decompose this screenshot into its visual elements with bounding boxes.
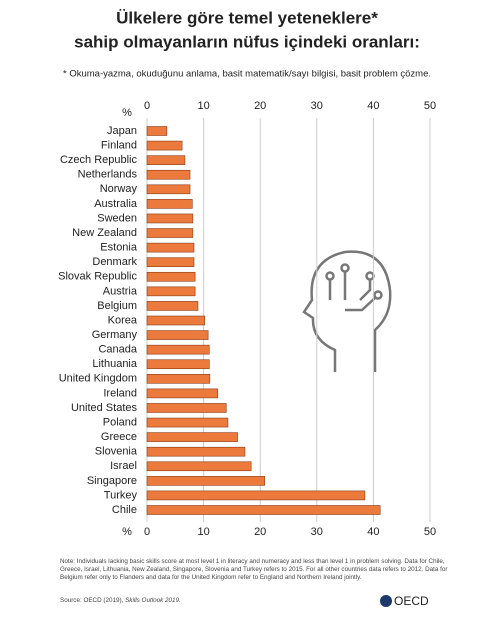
bar [146, 228, 194, 238]
x-tick-label: 40 [367, 526, 379, 538]
y-tick-label: Slovenia [95, 446, 138, 458]
bar [146, 184, 191, 195]
x-tick-label: 0 [144, 100, 150, 112]
y-tick-label: Denmark [92, 256, 137, 268]
bar [146, 286, 196, 297]
bar [146, 461, 252, 472]
bar [146, 388, 219, 399]
x-tick-label: 0 [144, 526, 150, 538]
y-tick-label: Turkey [104, 489, 138, 501]
bar [146, 490, 366, 501]
source-title: Skills Outlook 2019. [125, 597, 181, 604]
y-tick-label: United States [71, 402, 138, 414]
x-tick-label: 40 [367, 100, 379, 112]
x-tick-label: 50 [424, 526, 436, 538]
bar [146, 476, 266, 486]
bar [146, 155, 186, 165]
bar [146, 301, 199, 311]
x-tick-label: 20 [254, 100, 266, 112]
bar [146, 403, 227, 413]
x-tick-label: 30 [311, 100, 323, 112]
y-tick-label: Singapore [87, 475, 137, 487]
bar [146, 315, 206, 326]
note: Note: Individuals lacking basic skills s… [60, 558, 448, 581]
bar [146, 169, 191, 180]
source: Source: OECD (2019), Skills Outlook 2019… [60, 597, 181, 604]
y-tick-label: New Zealand [72, 227, 137, 239]
y-tick-label: Israel [110, 460, 137, 472]
y-tick-label: Greece [101, 431, 137, 443]
x-tick-label: 10 [197, 526, 209, 538]
chart-title: sahip olmayanların nüfus içindeki oranla… [74, 32, 420, 51]
y-tick-label: Germany [92, 329, 138, 341]
bar [146, 140, 183, 151]
bar [146, 126, 168, 136]
y-tick-label: Belgium [97, 300, 137, 312]
y-tick-label: Finland [101, 139, 137, 151]
x-tick-label: 20 [254, 526, 266, 538]
y-tick-label: Korea [108, 314, 138, 326]
x-tick-label: 10 [197, 100, 209, 112]
y-tick-label: Netherlands [78, 169, 138, 181]
y-tick-label: Czech Republic [60, 154, 138, 166]
y-tick-label: Sweden [97, 212, 137, 224]
x-tick-label: 30 [311, 526, 323, 538]
y-tick-label: Australia [94, 198, 138, 210]
bar [146, 271, 196, 282]
y-tick-label: Slovak Republic [58, 271, 137, 283]
x-tick-label: 50 [424, 100, 436, 112]
y-tick-label: Norway [100, 183, 138, 195]
bar [146, 199, 193, 209]
bar [146, 344, 210, 355]
y-tick-label: United Kingdom [59, 373, 137, 385]
source-text: Source: OECD (2019), [60, 597, 124, 604]
logo: OECD [380, 594, 429, 608]
bar [146, 242, 195, 253]
y-tick-label: Estonia [100, 242, 138, 254]
bar [146, 359, 210, 370]
y-tick-label: Lithuania [92, 358, 138, 370]
bar [146, 432, 238, 442]
chart-title: Ülkelere göre temel yeteneklere* [116, 8, 378, 27]
logo-text: OECD [394, 594, 429, 608]
bar [146, 213, 194, 224]
y-tick-label: Chile [112, 504, 137, 516]
y-tick-label: Ireland [103, 387, 137, 399]
axis-label: % [122, 526, 132, 538]
bar [146, 257, 195, 267]
bar [146, 505, 381, 515]
y-tick-label: Austria [103, 285, 138, 297]
y-tick-label: Canada [98, 344, 137, 356]
subtitle: * Okuma-yazma, okuduğunu anlama, basit m… [63, 69, 431, 80]
bar [146, 446, 246, 457]
axis-label: % [122, 107, 132, 119]
bar [146, 374, 211, 384]
bar [146, 330, 209, 340]
y-tick-label: Poland [103, 416, 137, 428]
bar [146, 417, 229, 428]
y-tick-label: Japan [107, 125, 137, 137]
